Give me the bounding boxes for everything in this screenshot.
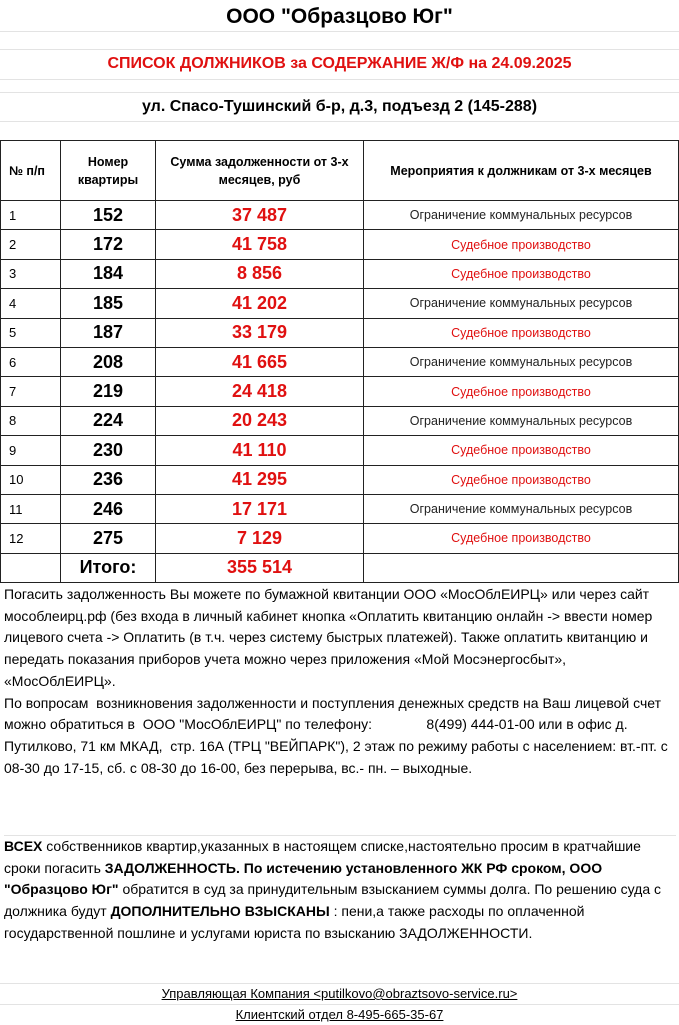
table-row: 2 172 41 758 Судебное производство <box>0 229 679 260</box>
apartment-number: 230 <box>60 435 156 466</box>
row-number: 4 <box>0 288 61 319</box>
debt-sum: 41 665 <box>155 346 364 378</box>
contact-info: По вопросам возникновения задолженности … <box>4 694 672 776</box>
apartment-number: 236 <box>60 464 156 495</box>
table-row: 1 152 37 487 Ограничение коммунальных ресур… <box>0 199 679 231</box>
row-number: 11 <box>0 493 61 525</box>
header-measures: Мероприятия к должникам от 3-х месяцев <box>363 140 679 201</box>
apartment-number: 185 <box>60 288 156 319</box>
debt-measure: Судебное производство <box>363 258 679 290</box>
warning-text-1: собственников квартир,указанных в настоя… <box>4 838 641 876</box>
table-row: 4 185 41 202 Ограничение коммунальных ресур… <box>0 288 679 319</box>
blank-row <box>0 80 679 93</box>
debt-sum: 17 171 <box>155 493 364 525</box>
list-subtitle: СПИСОК ДОЛЖНИКОВ за СОДЕРЖАНИЕ Ж/Ф на 24… <box>0 50 679 80</box>
header-debt-sum: Сумма задолженности от 3-х месяцев, руб <box>155 140 364 201</box>
apartment-number: 208 <box>60 346 156 378</box>
debt-measure: Ограничение коммунальных ресурсов <box>363 199 679 231</box>
row-number: 10 <box>0 464 61 495</box>
debt-sum: 24 418 <box>155 376 364 407</box>
table-row: 10 236 41 295 Судебное производство <box>0 464 679 495</box>
debt-measure: Ограничение коммунальных ресурсов <box>363 493 679 525</box>
debt-measure: Судебное производство <box>363 464 679 495</box>
row-number: 3 <box>0 258 61 290</box>
warning-bold-3: ДОПОЛНИТЕЛЬНО ВЗЫСКАНЫ <box>110 903 330 920</box>
blank-row <box>0 122 679 140</box>
warning-text-3: : пени,а также расходы по оплаченной гос… <box>4 903 585 941</box>
debt-measure: Ограничение коммунальных ресурсов <box>363 346 679 378</box>
header-apartment: Номер квартиры <box>60 140 156 201</box>
warning-bold-2: ЗАДОЛЖЕННОСТЬ. По истечению установленно… <box>4 859 603 898</box>
debt-sum: 20 243 <box>155 405 364 437</box>
row-number: 2 <box>0 229 61 260</box>
debt-sum: 41 110 <box>155 435 364 466</box>
warning-bold-1: ВСЕХ <box>4 838 43 854</box>
debt-measure: Судебное производство <box>363 317 679 348</box>
apartment-number: 275 <box>60 523 156 554</box>
debt-measure: Судебное производство <box>363 523 679 554</box>
apartment-number: 172 <box>60 229 156 260</box>
total-value: 355 514 <box>155 552 364 584</box>
total-row: Итого: 355 514 <box>0 552 679 584</box>
table-row: 7 219 24 418 Судебное производство <box>0 376 679 407</box>
row-number: 6 <box>0 346 61 378</box>
header-number: № п/п <box>0 140 61 201</box>
debt-warning: ВСЕХ собственников квартир,указанных в н… <box>4 835 676 945</box>
payment-notes: Погасить задолженность Вы можете по бума… <box>4 584 676 779</box>
table-row: 9 230 41 110 Судебное производство <box>0 435 679 466</box>
row-number: 9 <box>0 435 61 466</box>
address: ул. Спасо-Тушинский б-р, д.3, подъезд 2 … <box>0 93 679 122</box>
company-email-link[interactable]: Управляющая Компания <putilkovo@obraztso… <box>0 983 679 1004</box>
table-row: 11 246 17 171 Ограничение коммунальных ресу… <box>0 493 679 525</box>
total-empty <box>0 552 61 584</box>
table-row: 3 184 8 856 Судебное производство <box>0 258 679 290</box>
total-empty-measures <box>363 552 679 584</box>
apartment-number: 187 <box>60 317 156 348</box>
debt-sum: 7 129 <box>155 523 364 554</box>
debt-measure: Судебное производство <box>363 376 679 407</box>
table-header-row: № п/п Номер квартиры Сумма задолженности… <box>0 140 679 201</box>
company-title: ООО "Образцово Юг" <box>0 0 679 32</box>
table-row: 8 224 20 243 Ограничение коммунальных ресур… <box>0 405 679 437</box>
apartment-number: 219 <box>60 376 156 407</box>
apartment-number: 184 <box>60 258 156 290</box>
debt-sum: 41 202 <box>155 288 364 319</box>
client-dept-phone[interactable]: Клиентский отдел 8-495-665-35-67 <box>0 1004 679 1025</box>
table-row: 6 208 41 665 Ограничение коммунальных ресур… <box>0 346 679 378</box>
debt-measure: Судебное производство <box>363 435 679 466</box>
apartment-number: 246 <box>60 493 156 525</box>
row-number: 8 <box>0 405 61 437</box>
apartment-number: 152 <box>60 199 156 231</box>
debt-sum: 8 856 <box>155 258 364 290</box>
payment-info: Погасить задолженность Вы можете по бума… <box>4 586 653 689</box>
debt-measure: Ограничение коммунальных ресурсов <box>363 405 679 437</box>
debt-sum: 37 487 <box>155 199 364 231</box>
debtors-table: № п/п Номер квартиры Сумма задолженности… <box>0 140 679 584</box>
blank-row <box>0 32 679 50</box>
row-number: 7 <box>0 376 61 407</box>
debt-measure: Ограничение коммунальных ресурсов <box>363 288 679 319</box>
debt-sum: 41 295 <box>155 464 364 495</box>
warning-text-2: обратится в суд за принудительным взыска… <box>4 881 662 920</box>
row-number: 5 <box>0 317 61 348</box>
table-row: 12 275 7 129 Судебное производство <box>0 523 679 554</box>
total-label: Итого: <box>60 552 156 584</box>
debt-sum: 33 179 <box>155 317 364 348</box>
debt-measure: Судебное производство <box>363 229 679 260</box>
row-number: 12 <box>0 523 61 554</box>
row-number: 1 <box>0 199 61 231</box>
table-row: 5 187 33 179 Судебное производство <box>0 317 679 348</box>
apartment-number: 224 <box>60 405 156 437</box>
debt-sum: 41 758 <box>155 229 364 260</box>
